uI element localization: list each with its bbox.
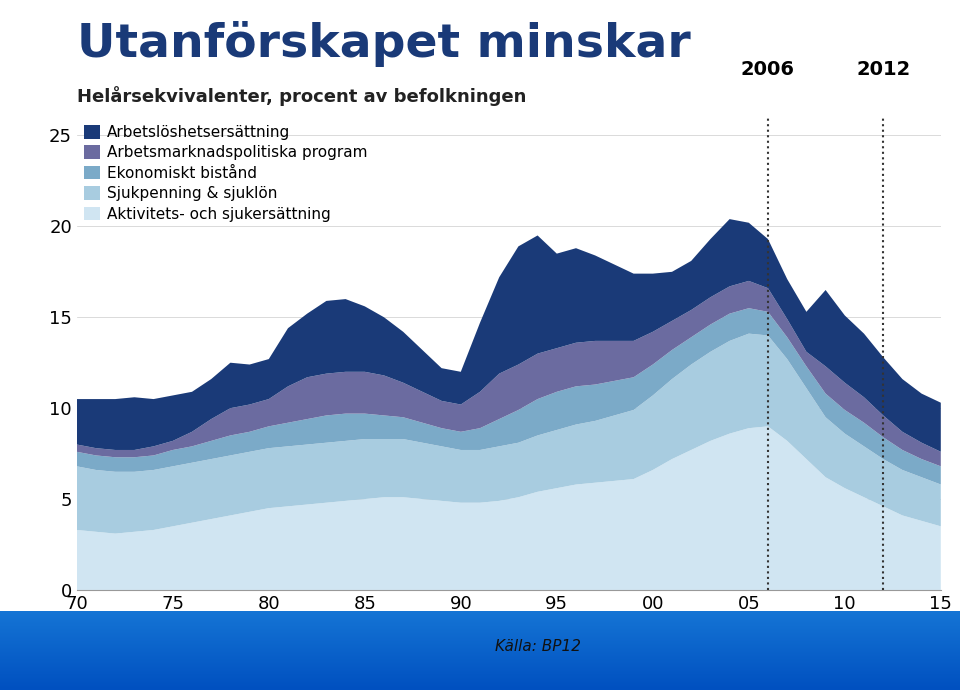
Text: Utanförskapet minskar: Utanförskapet minskar xyxy=(77,21,690,67)
Text: 2012: 2012 xyxy=(856,60,910,79)
Text: 2006: 2006 xyxy=(741,60,795,79)
Text: Källa: BP12: Källa: BP12 xyxy=(494,639,581,654)
Legend: Arbetslöshetsersättning, Arbetsmarknadspolitiska program, Ekonomiskt bistånd, Sj: Arbetslöshetsersättning, Arbetsmarknadsp… xyxy=(84,125,368,221)
Text: Helårsekvivalenter, procent av befolkningen: Helårsekvivalenter, procent av befolknin… xyxy=(77,86,526,106)
